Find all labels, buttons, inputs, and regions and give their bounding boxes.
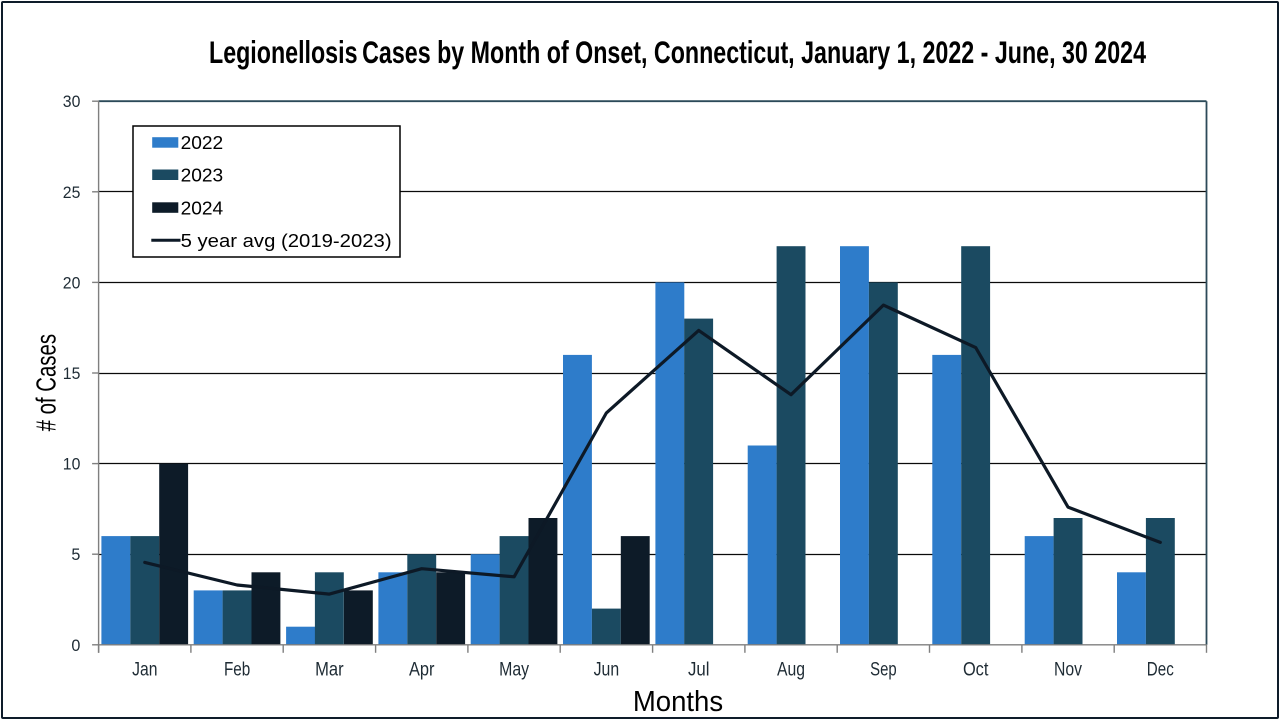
svg-text:5 year avg (2019-2023): 5 year avg (2019-2023) [181,231,392,251]
svg-text:20: 20 [63,273,81,292]
svg-text:Months: Months [633,686,723,718]
svg-text:Nov: Nov [1054,660,1082,681]
svg-text:Mar: Mar [315,660,344,681]
svg-text:Feb: Feb [224,660,250,681]
svg-text:Oct: Oct [963,660,989,681]
svg-text:# of Cases: # of Cases [31,334,62,431]
svg-text:Sep: Sep [870,660,897,681]
svg-text:10: 10 [63,455,81,474]
svg-text:15: 15 [63,364,81,383]
svg-text:0: 0 [71,636,80,655]
svg-text:May: May [499,660,529,681]
svg-text:Legionellosis Cases by Month o: Legionellosis Cases by Month of Onset, C… [209,34,1146,70]
svg-text:30: 30 [63,92,81,111]
svg-text:Jun: Jun [594,660,620,681]
svg-text:Jan: Jan [132,660,157,681]
svg-text:25: 25 [63,183,81,202]
svg-text:Dec: Dec [1147,660,1174,681]
svg-text:Apr: Apr [409,660,435,681]
svg-text:2022: 2022 [181,133,224,153]
svg-text:Jul: Jul [688,660,710,681]
svg-text:5: 5 [71,545,80,564]
svg-text:2023: 2023 [181,166,224,186]
svg-text:2024: 2024 [181,198,224,218]
svg-text:Aug: Aug [777,660,805,681]
